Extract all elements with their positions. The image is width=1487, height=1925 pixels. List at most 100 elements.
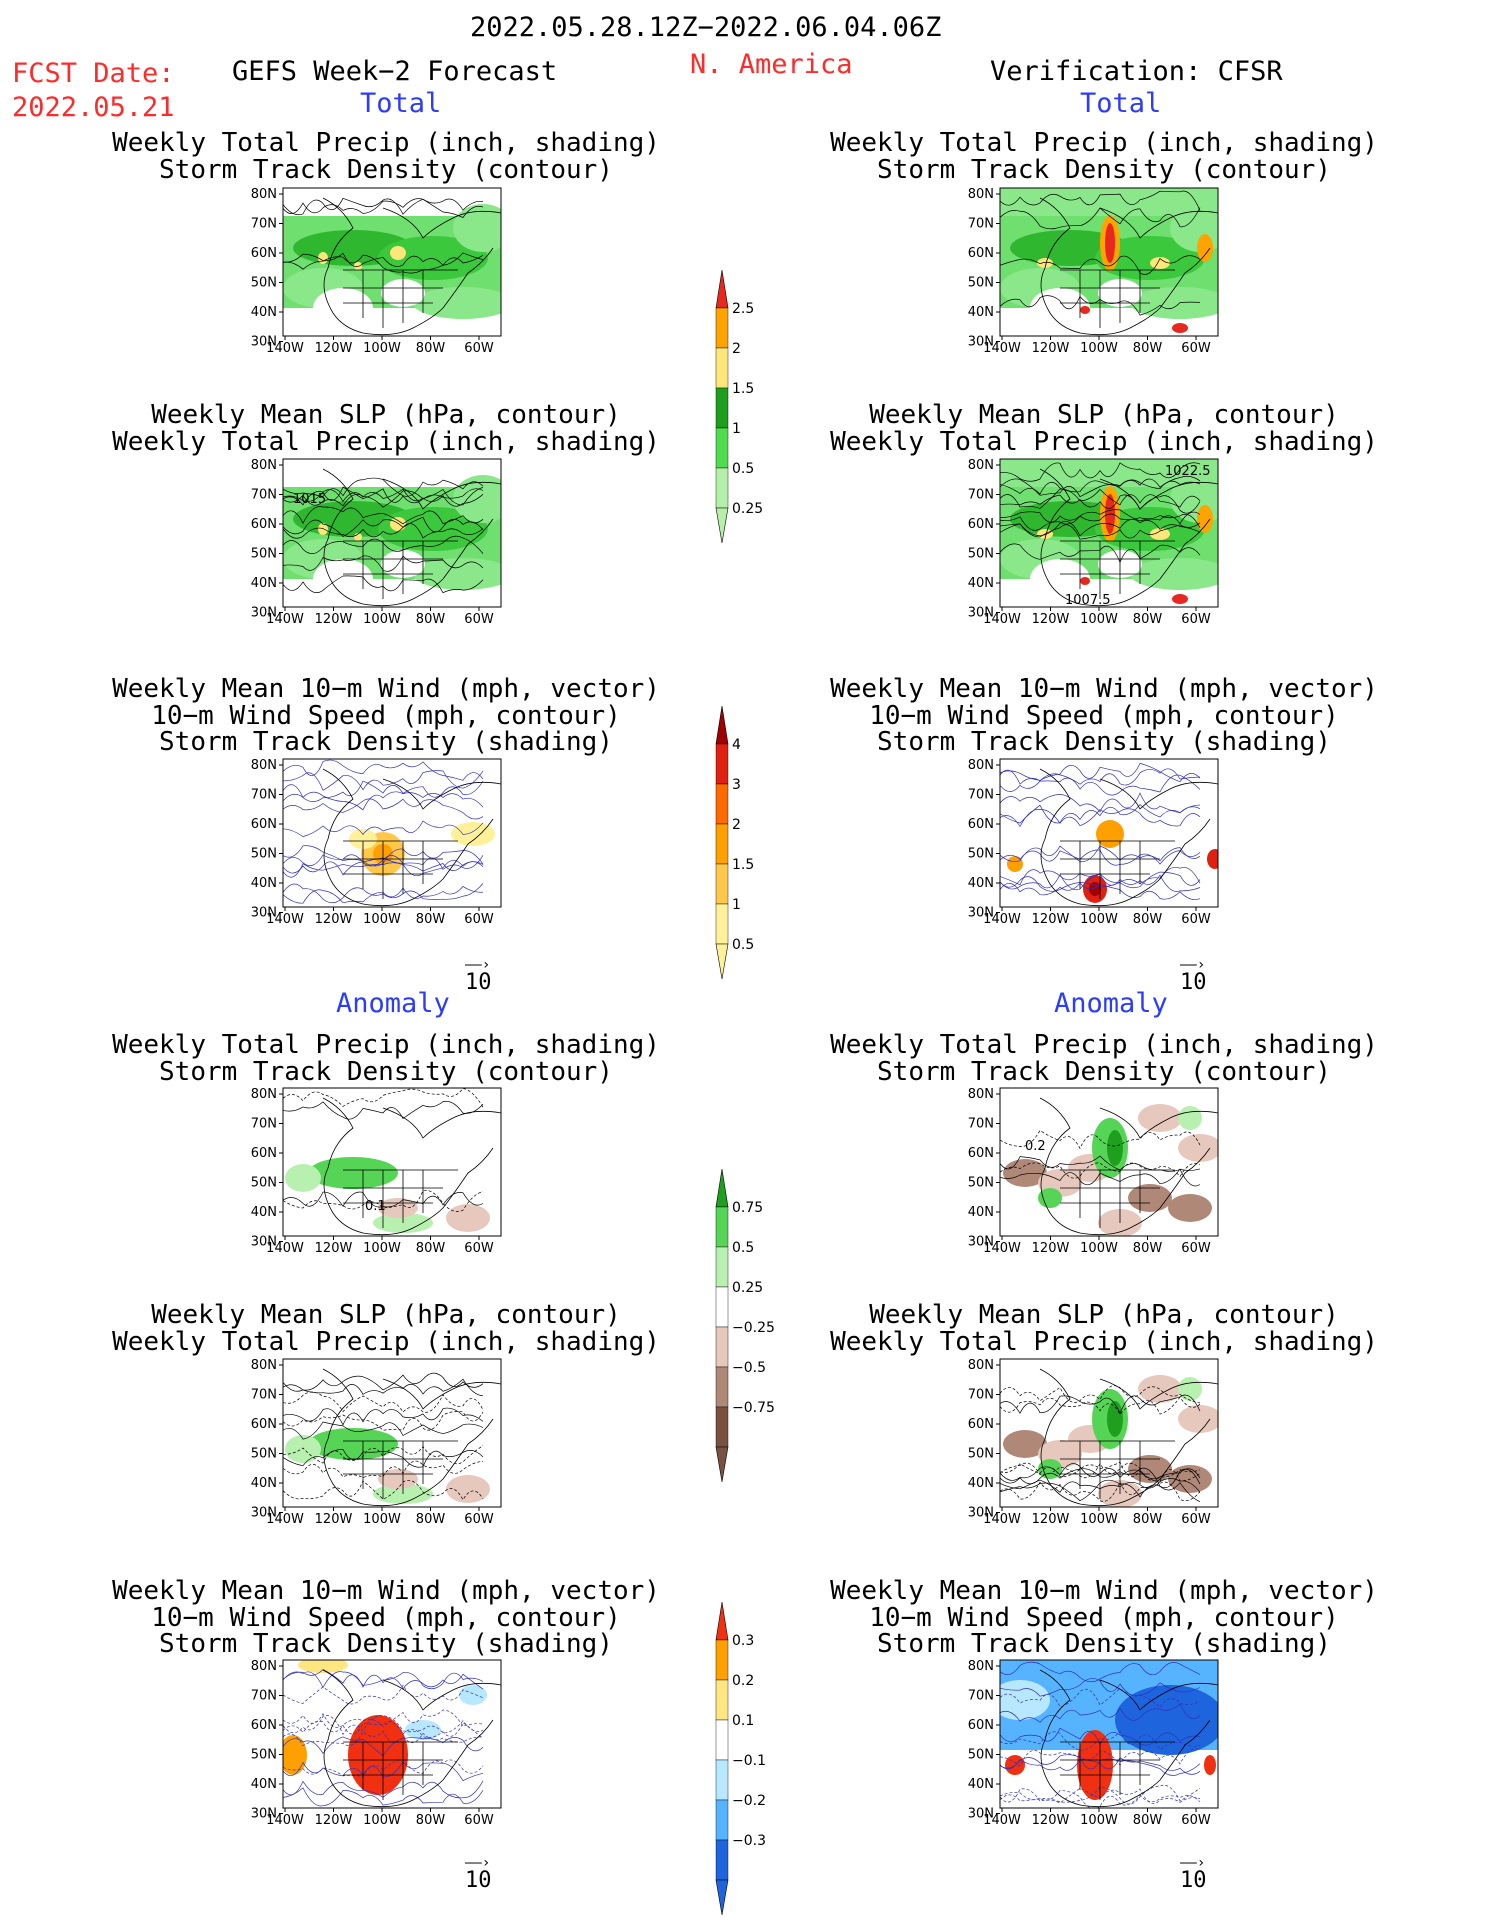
heavy-precip: [1037, 258, 1053, 268]
lon-tick-label: 140W: [266, 912, 304, 927]
heavy-precip: [1150, 257, 1170, 269]
shading-layer: [1000, 459, 1218, 604]
lon-tick-label: 80W: [1133, 1512, 1163, 1527]
heavy-precip: [354, 262, 362, 270]
map-frame: [999, 758, 1219, 908]
map-panel-r6: 80N 70N 60N 50N 40N 30N 140W 120W 100W 80W 60W: [950, 1658, 1228, 1832]
lon-tick-label: 60W: [464, 1512, 494, 1527]
heavy-precip: [318, 252, 328, 264]
wet-anomaly: [1107, 1130, 1123, 1166]
lat-tick-label: 40N: [968, 576, 994, 591]
lat-tick-label: 80N: [968, 187, 994, 202]
track-anomaly: [1115, 1685, 1218, 1755]
colorbar-label: −0.2: [732, 1793, 766, 1809]
heavy-precip: [1150, 528, 1170, 540]
colorbar-label: 1: [732, 421, 741, 437]
lon-tick-label: 140W: [266, 1512, 304, 1527]
lon-tick-label: 60W: [1181, 912, 1211, 927]
lat-tick-label: 40N: [251, 1777, 277, 1792]
track-anomaly: [348, 1715, 408, 1795]
lat-tick-label: 80N: [968, 458, 994, 473]
wet-anomaly: [308, 1428, 398, 1460]
title-l1-b: Storm Track Density (contour): [159, 155, 613, 185]
track-anomaly: [405, 1720, 441, 1740]
colorbar-track-total: 4 3 2 1.5 1 0.5: [715, 704, 785, 988]
colorbar-segment: [715, 1639, 729, 1681]
map-frame: [999, 1087, 1219, 1237]
lon-tick-label: 120W: [315, 341, 353, 356]
map-frame: [282, 758, 502, 908]
colorbar-label: −0.1: [732, 1753, 766, 1769]
dry-anomaly: [378, 1469, 418, 1489]
title-r4-b: Storm Track Density (contour): [877, 1057, 1331, 1087]
section-anomaly-left: Anomaly: [336, 988, 450, 1019]
lon-tick-label: 100W: [1080, 1512, 1118, 1527]
lat-tick-label: 50N: [251, 1748, 277, 1763]
lat-tick-label: 60N: [968, 1417, 994, 1432]
lat-tick-label: 80N: [251, 1087, 277, 1102]
lat-tick-label: 40N: [251, 305, 277, 320]
precip-band: [378, 507, 488, 551]
wet-anomaly: [1178, 1106, 1202, 1130]
title-l1-a: Weekly Total Precip (inch, shading): [112, 128, 660, 158]
lat-tick-label: 50N: [251, 847, 277, 862]
lat-tick-label: 80N: [251, 187, 277, 202]
lat-tick-label: 40N: [968, 1777, 994, 1792]
lat-tick-label: 70N: [251, 217, 277, 232]
lon-tick-label: 100W: [363, 612, 401, 627]
lat-tick-label: 30N: [968, 1235, 994, 1250]
colorbar-label: 0.25: [732, 501, 763, 517]
lon-tick-label: 100W: [1080, 912, 1118, 927]
heavy-precip: [390, 517, 406, 531]
lat-tick-label: 70N: [968, 1388, 994, 1403]
precip-band: [1095, 236, 1205, 280]
colorbar-segment: [715, 1206, 729, 1248]
lon-tick-label: 100W: [363, 912, 401, 927]
lon-tick-label: 80W: [416, 341, 446, 356]
heavy-precip: [318, 523, 328, 535]
contour-label: 1015: [293, 492, 326, 507]
lon-tick-label: 140W: [266, 341, 304, 356]
shading-layer: [1000, 188, 1218, 333]
map-frame: [999, 1358, 1219, 1508]
colorbar-segment: [715, 1246, 729, 1288]
lon-tick-label: 80W: [416, 1512, 446, 1527]
lat-tick-label: 40N: [251, 576, 277, 591]
map-panel-l6: 80N 70N 60N 50N 40N 30N 140W 120W 100W 80W 60W: [233, 1658, 511, 1832]
dry-area: [313, 559, 373, 599]
title-r1-b: Storm Track Density (contour): [877, 155, 1331, 185]
precip-band: [1130, 558, 1218, 590]
coastlines: [1039, 197, 1218, 336]
title-r6-b: 10−m Wind Speed (mph, contour): [869, 1603, 1339, 1633]
lon-tick-label: 80W: [1133, 612, 1163, 627]
colorbar-segment: [715, 1799, 729, 1841]
shading-layer: [1003, 1375, 1218, 1507]
lon-tick-label: 60W: [464, 1241, 494, 1256]
lat-tick-label: 60N: [251, 246, 277, 261]
lat-tick-label: 30N: [251, 1807, 277, 1822]
heavy-precip: [1197, 505, 1213, 533]
lat-tick-label: 80N: [251, 758, 277, 773]
lon-tick-label: 100W: [363, 341, 401, 356]
lon-tick-label: 120W: [1032, 341, 1070, 356]
lat-tick-label: 60N: [968, 1146, 994, 1161]
title-r5-b: Weekly Total Precip (inch, shading): [830, 1327, 1378, 1357]
lon-tick-label: 80W: [416, 612, 446, 627]
colorbar-segment: [715, 783, 729, 825]
lat-tick-label: 60N: [968, 517, 994, 532]
lat-tick-label: 30N: [251, 1235, 277, 1250]
lat-tick-label: 80N: [968, 1358, 994, 1373]
colorbar-label: 0.2: [732, 1673, 754, 1689]
lon-tick-label: 140W: [983, 341, 1021, 356]
track-anomaly: [1005, 1755, 1025, 1775]
title-r6-a: Weekly Mean 10−m Wind (mph, vector): [830, 1576, 1378, 1606]
track-anomaly: [459, 1685, 487, 1705]
precip-band: [1130, 287, 1218, 319]
lat-tick-label: 30N: [251, 906, 277, 921]
dry-anomaly: [1178, 1134, 1218, 1162]
dry-anomaly: [1138, 1104, 1182, 1132]
lon-tick-label: 80W: [416, 1813, 446, 1828]
map-panel-r2: 1022.5 1007.5 80N 70N 60N 50N 40N 30N 140W 120W 10…: [950, 457, 1228, 631]
lat-tick-label: 60N: [968, 246, 994, 261]
lon-tick-label: 100W: [1080, 1241, 1118, 1256]
